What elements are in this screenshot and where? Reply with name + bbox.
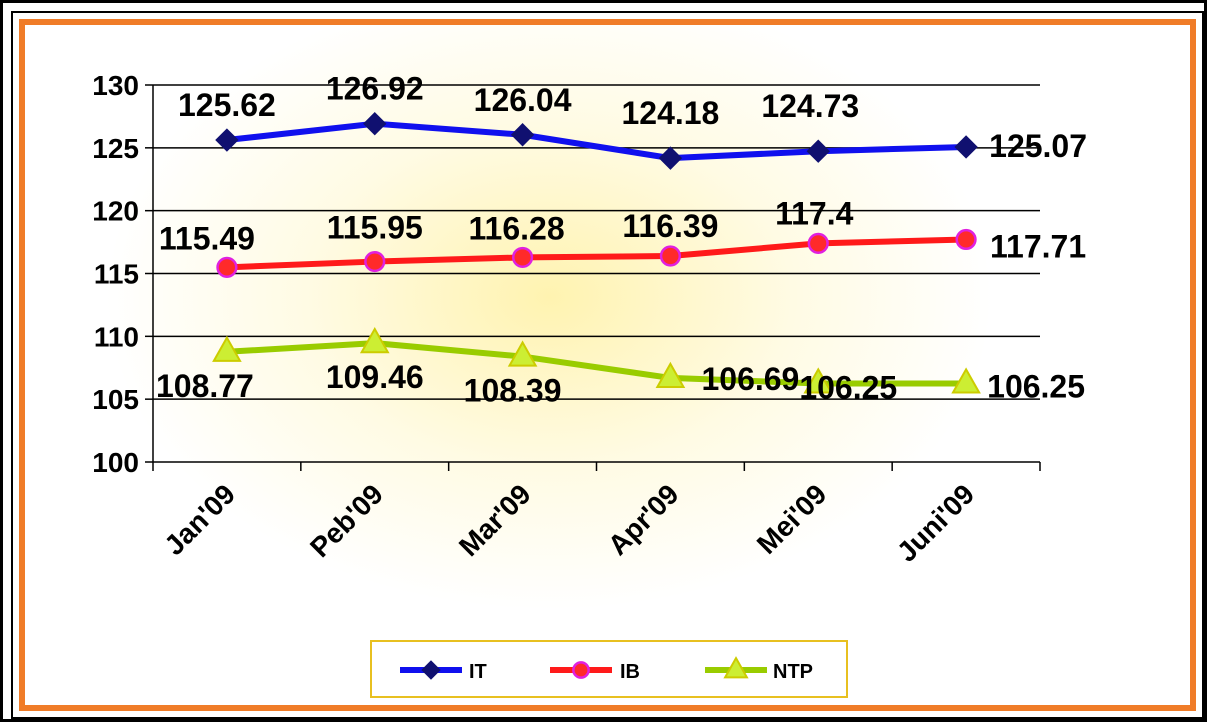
diamond-marker <box>806 139 830 163</box>
x-tick-label: Apr'09 <box>602 478 685 561</box>
chart-area <box>19 19 1196 711</box>
inner-frame <box>11 11 1204 719</box>
data-label: 126.92 <box>326 71 424 107</box>
circle-marker <box>659 245 682 267</box>
data-label: 124.18 <box>621 95 719 131</box>
series-line-ntp <box>226 340 967 387</box>
y-tick-label: 120 <box>92 196 139 227</box>
diamond-marker <box>215 128 239 152</box>
y-tick-label: 105 <box>92 384 139 415</box>
data-label: 126.04 <box>474 82 572 118</box>
x-tick-label: Mar'09 <box>453 478 537 562</box>
diamond-marker <box>510 123 535 147</box>
series-group <box>212 111 981 394</box>
data-label: 109.46 <box>326 359 424 395</box>
legend-item-it: IT <box>400 660 487 683</box>
y-tick-label: 100 <box>92 447 139 478</box>
data-label: 124.73 <box>761 88 859 124</box>
data-labels: 125.62 126.92 126.04 124.18 124.73 125.07 115.… <box>156 71 1087 409</box>
circle-marker <box>807 232 829 254</box>
legend: IT IB NTP <box>370 640 848 698</box>
circle-marker <box>511 246 534 269</box>
y-tick-label: 115 <box>94 259 139 290</box>
data-label: 125.07 <box>989 128 1087 164</box>
legend-label: IT <box>469 661 487 683</box>
data-label: 115.95 <box>327 210 423 246</box>
y-tick-label: 125 <box>92 133 139 164</box>
data-label: 117.71 <box>990 228 1086 264</box>
triangle-marker <box>723 656 749 679</box>
triangle-marker <box>655 361 686 389</box>
y-tick-label: 130 <box>92 70 139 101</box>
legend-item-ib: IB <box>550 661 640 683</box>
triangle-marker <box>951 367 981 394</box>
data-label: 108.77 <box>156 368 254 404</box>
legend-label: IB <box>620 661 640 683</box>
data-label: 106.25 <box>987 368 1085 404</box>
series-line-ib <box>226 236 967 271</box>
data-label: 106.25 <box>799 369 897 405</box>
triangle-marker <box>359 326 390 354</box>
data-label: 125.62 <box>178 87 276 123</box>
data-label: 106.69 <box>701 361 799 397</box>
x-tick-label: Juni'09 <box>891 478 980 567</box>
x-tick-label: Mei'09 <box>751 478 833 560</box>
data-label: 115.49 <box>159 220 255 256</box>
circle-marker <box>955 228 977 251</box>
x-tick-label: Peb'09 <box>304 478 389 563</box>
series-line-it <box>226 120 967 162</box>
series-ntp <box>212 326 981 394</box>
triangle-marker <box>212 335 242 362</box>
x-tick-label: Jan'09 <box>158 478 241 561</box>
legend-item-ntp: NTP <box>705 656 813 683</box>
diamond-marker <box>421 660 441 680</box>
y-tick-label: 110 <box>94 321 139 352</box>
series-it <box>215 111 978 170</box>
data-label: 116.28 <box>469 210 565 246</box>
data-label: 108.39 <box>464 373 562 409</box>
circle-marker <box>216 256 238 278</box>
legend-label: NTP <box>773 661 813 683</box>
data-label: 117.4 <box>775 195 854 231</box>
triangle-marker <box>803 367 834 394</box>
data-label: 116.39 <box>622 208 718 244</box>
diamond-marker <box>658 146 683 170</box>
series-ib <box>216 228 977 278</box>
diamond-marker <box>363 111 387 136</box>
triangle-marker <box>507 340 538 367</box>
diamond-marker <box>954 135 978 159</box>
circle-marker <box>364 250 386 273</box>
circle-marker <box>572 661 590 679</box>
